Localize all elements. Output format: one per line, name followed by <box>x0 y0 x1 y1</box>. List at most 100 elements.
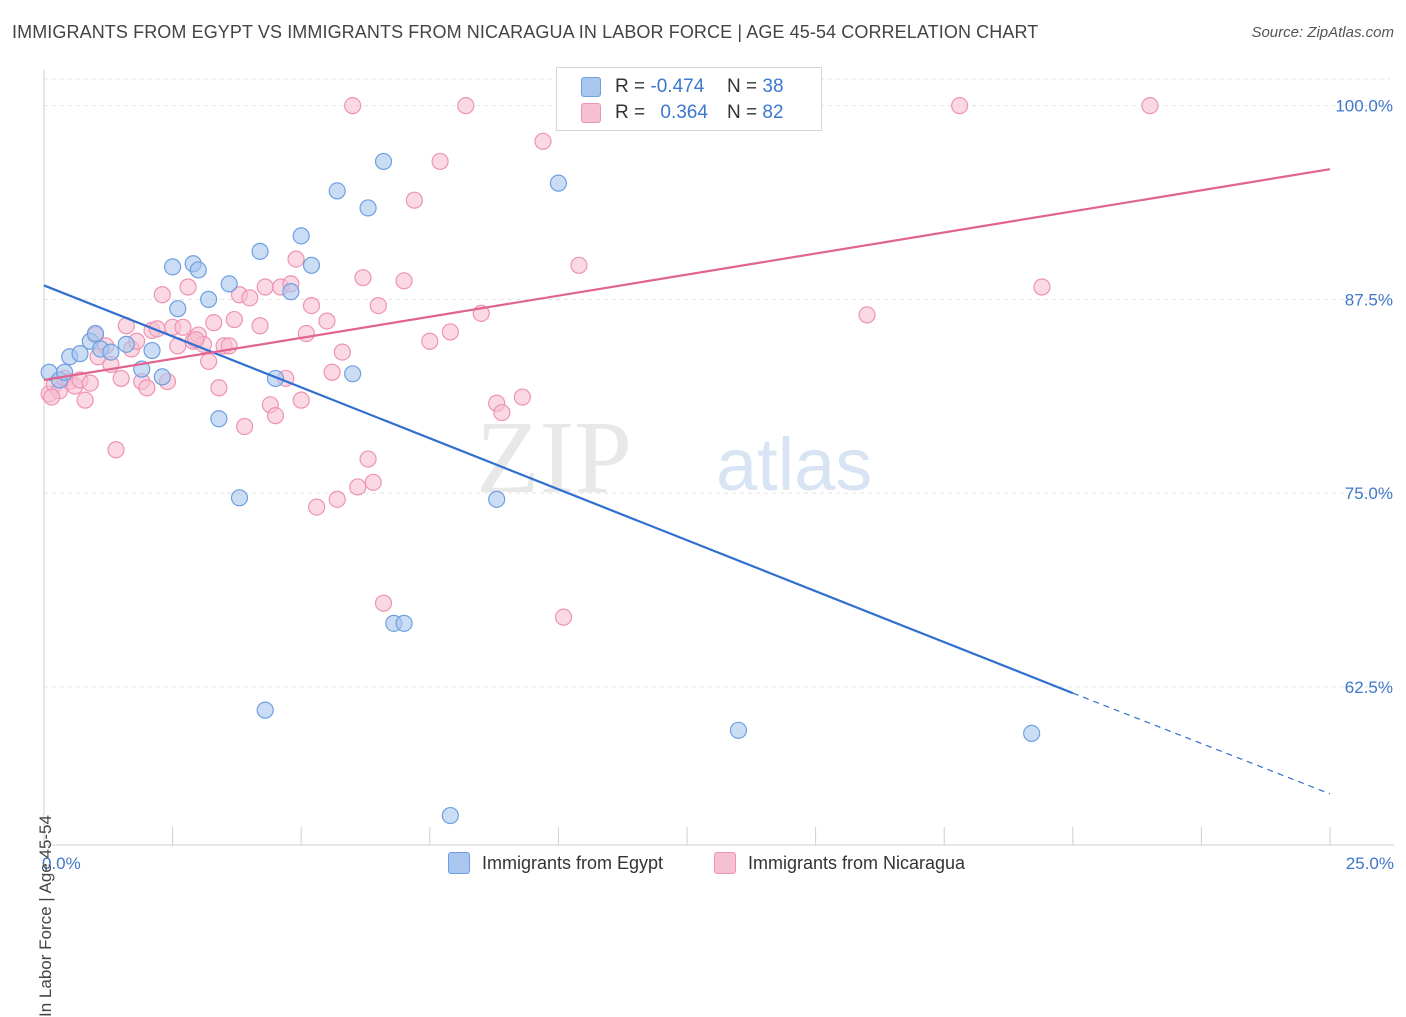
egypt-point <box>230 489 249 507</box>
egypt-point <box>395 614 413 632</box>
nicaragua-point <box>534 132 552 150</box>
egypt-point <box>86 324 105 343</box>
legend-item-nicaragua[interactable]: Immigrants from Nicaragua <box>714 852 965 874</box>
nicaragua-point <box>138 379 156 397</box>
tick-labels: 62.5% 75.0% 87.5% 100.0% 0.0% 25.0% <box>42 97 1394 873</box>
egypt-point <box>359 199 377 217</box>
nicaragua-point <box>359 450 377 468</box>
nicaragua-point <box>107 441 125 459</box>
series-legend: Immigrants from Egypt Immigrants from Ni… <box>0 852 1406 876</box>
grid-lines <box>44 78 1390 688</box>
nicaragua-point <box>251 317 269 335</box>
nicaragua-point <box>297 324 315 343</box>
nicaragua-point <box>43 388 61 406</box>
egypt-point <box>328 182 346 200</box>
nicaragua-point <box>513 388 531 406</box>
nicaragua-swatch-icon <box>581 103 601 123</box>
egypt-point <box>251 242 269 260</box>
egypt-swatch-icon <box>581 77 601 97</box>
legend-r-label: R = <box>615 102 646 123</box>
nicaragua-point <box>328 490 346 508</box>
nicaragua-point <box>179 278 197 296</box>
chart-title: IMMIGRANTS FROM EGYPT VS IMMIGRANTS FROM… <box>12 22 1039 42</box>
nicaragua-point <box>308 498 326 516</box>
egypt-trend-line <box>43 284 1074 695</box>
legend-n-value-nicaragua: 82 <box>762 102 784 123</box>
egypt-point <box>302 256 321 274</box>
nicaragua-point <box>1033 278 1051 296</box>
nicaragua-point <box>81 374 99 392</box>
egypt-point <box>488 490 506 508</box>
legend-n-value-egypt: 38 <box>762 76 784 97</box>
egypt-point <box>292 227 310 245</box>
nicaragua-point <box>493 403 511 422</box>
y-tick-label: 75.0% <box>1345 484 1393 503</box>
egypt-point <box>256 701 274 719</box>
nicaragua-point <box>369 297 387 315</box>
watermark: ZIP atlas <box>476 400 872 515</box>
nicaragua-point <box>256 278 274 296</box>
nicaragua-point <box>323 363 341 381</box>
nicaragua-point <box>858 306 876 324</box>
egypt-point <box>117 335 135 353</box>
egypt-point <box>282 283 300 301</box>
nicaragua-point <box>205 314 223 332</box>
nicaragua-point <box>225 310 243 329</box>
y-tick-label: 100.0% <box>1335 97 1393 116</box>
legend-item-egypt[interactable]: Immigrants from Egypt <box>448 852 663 874</box>
nicaragua-point <box>457 97 475 115</box>
legend-n-label: N = <box>727 76 758 97</box>
nicaragua-legend-icon <box>714 852 736 874</box>
nicaragua-point <box>241 289 259 307</box>
nicaragua-point <box>554 608 573 626</box>
legend-r-value-egypt: -0.474 <box>650 76 705 97</box>
source-credit: Source: ZipAtlas.com <box>1251 24 1394 41</box>
legend-label-nicaragua: Immigrants from Nicaragua <box>748 852 966 873</box>
egypt-point <box>71 345 89 363</box>
egypt-point <box>153 368 171 386</box>
egypt-trend-extension <box>1072 692 1331 795</box>
nicaragua-point <box>174 318 192 336</box>
egypt-point <box>549 174 568 192</box>
egypt-point <box>102 343 120 361</box>
egypt-point <box>344 365 362 383</box>
series-egypt-points <box>40 152 1041 825</box>
legend-r-label: R = <box>615 76 646 97</box>
egypt-point <box>164 258 182 276</box>
y-tick-label: 62.5% <box>1345 678 1393 697</box>
nicaragua-point <box>287 250 305 268</box>
egypt-point <box>200 290 218 308</box>
legend-n-label: N = <box>727 102 758 123</box>
y-tick-label: 87.5% <box>1345 290 1393 309</box>
nicaragua-point <box>951 97 969 115</box>
nicaragua-point <box>349 478 367 496</box>
watermark-atlas: atlas <box>716 423 872 506</box>
nicaragua-point <box>292 391 310 409</box>
nicaragua-point <box>421 332 439 350</box>
trend-lines <box>43 168 1331 795</box>
nicaragua-point <box>302 297 321 315</box>
nicaragua-point <box>395 272 413 290</box>
egypt-point <box>220 275 238 293</box>
nicaragua-point <box>266 407 285 425</box>
egypt-point <box>374 152 393 171</box>
egypt-legend-icon <box>448 852 470 874</box>
nicaragua-point <box>112 369 130 388</box>
nicaragua-trend-line <box>43 168 1331 382</box>
nicaragua-point <box>354 269 372 287</box>
nicaragua-point <box>374 594 393 612</box>
egypt-point <box>169 300 187 318</box>
nicaragua-point <box>431 152 449 171</box>
nicaragua-point <box>210 379 228 397</box>
nicaragua-point <box>333 343 351 361</box>
egypt-point <box>143 341 161 360</box>
x-tick-label-max: 25.0% <box>1346 854 1394 873</box>
egypt-point <box>729 721 748 739</box>
egypt-point <box>1023 724 1041 743</box>
x-tick-label-min: 0.0% <box>42 854 81 873</box>
series-nicaragua-points <box>40 97 1159 626</box>
legend-row-nicaragua: R = 0.364 N = 82 <box>581 101 784 125</box>
nicaragua-point <box>1141 97 1159 115</box>
scatter-chart: ZIP atlas 62.5% 75.0% 87.5% 100.0% 0.0% 25.0% <box>40 70 1394 873</box>
legend-row-egypt: R = -0.474 N = 38 <box>581 75 784 99</box>
